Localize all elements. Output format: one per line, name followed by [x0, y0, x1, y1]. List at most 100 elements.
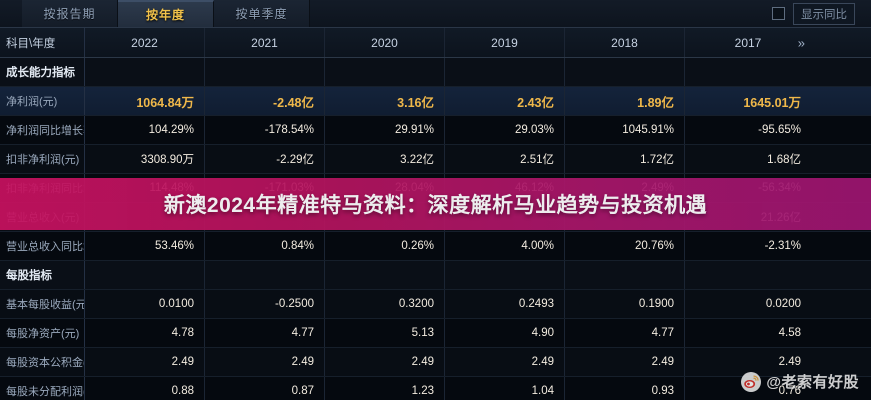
table-cell: 2.49 [85, 348, 205, 376]
table-cell: 3.22亿 [325, 145, 445, 173]
show-yoy-label[interactable]: 显示同比 [793, 2, 855, 25]
table-row[interactable]: 成长能力指标 [0, 58, 871, 87]
column-header-2019[interactable]: 2019 [445, 28, 565, 57]
table-row[interactable]: 每股指标 [0, 261, 871, 290]
table-cell: -2.31% [764, 240, 801, 252]
table-cell: 2.49 [205, 348, 325, 376]
row-label: 净利润同比增长率 [0, 116, 85, 144]
table-row[interactable]: 营业总收入同比增长率53.46%0.84%0.26%4.00%20.76% -2.… [0, 232, 871, 261]
table-cell: 29.03% [445, 116, 565, 144]
tab-by-quarter[interactable]: 按单季度 [214, 0, 310, 27]
table-cell: 0.76 [778, 385, 801, 397]
table-cell: 0.2493 [445, 290, 565, 318]
table-row[interactable]: 每股资本公积金(元)2.492.492.492.492.492.49 [0, 348, 871, 377]
table-cell: 20.76% [565, 232, 685, 260]
chevron-right-icon[interactable]: » [797, 35, 805, 50]
tab-by-report-period[interactable]: 按报告期 [22, 0, 118, 27]
column-header-2020[interactable]: 2020 [325, 28, 445, 57]
table-cell [445, 203, 565, 231]
table-cell [685, 58, 811, 86]
table-cell: 2.43亿 [445, 87, 565, 115]
table-header-row: 科目\年度 2022 2021 2020 2019 2018 2017 » [0, 28, 871, 58]
table-row[interactable]: 每股未分配利润(元)0.880.871.231.040.93 0.76 [0, 377, 871, 400]
table-row[interactable]: 基本每股收益(元) 0.0100 -0.2500 0.3200 0.2493 0.1900… [0, 290, 871, 319]
row-label: 每股净资产(元) [0, 319, 85, 347]
column-header-2021[interactable]: 2021 [205, 28, 325, 57]
table-cell: 0.3200 [325, 290, 445, 318]
tab-by-year-label: 按年度 [145, 8, 185, 22]
row-label: 每股指标 [0, 261, 85, 289]
table-cell [565, 203, 685, 231]
table-cell [85, 203, 205, 231]
table-cell: 2.49 [778, 356, 801, 368]
table-row[interactable]: 每股净资产(元) 4.78 4.77 5.13 4.90 4.77 4.58 [0, 319, 871, 348]
column-header-2017[interactable]: 2017 » [685, 28, 811, 57]
table-cell: 114.48% [85, 174, 205, 202]
table-cell [565, 58, 685, 86]
table-cell: 28.04% [325, 174, 445, 202]
table-cell: 1.23 [325, 377, 445, 400]
table-cell [445, 261, 565, 289]
table-cell: -2.29亿 [205, 145, 325, 173]
column-header-2018[interactable]: 2018 [565, 28, 685, 57]
table-cell: 1.89亿 [565, 87, 685, 115]
table-cell: -95.65% [758, 124, 801, 136]
table-corner-header: 科目\年度 [0, 28, 85, 57]
table-cell: 0.0200 [765, 298, 801, 310]
table-row[interactable]: 营业总收入(元) 21.26亿 [0, 203, 871, 232]
row-label: 每股未分配利润(元) [0, 377, 85, 400]
table-row[interactable]: 净利润(元) 1064.84万 -2.48亿 3.16亿 2.43亿 1.89亿 1645.… [0, 87, 871, 116]
table-cell: 46.12% [445, 174, 565, 202]
table-cell: 0.0100 [85, 290, 205, 318]
table-cell: 1.68亿 [767, 154, 801, 166]
table-cell: 4.90 [445, 319, 565, 347]
table-cell: 4.78 [85, 319, 205, 347]
table-cell [325, 58, 445, 86]
table-cell: -0.2500 [205, 290, 325, 318]
table-cell: 4.58 [778, 327, 801, 339]
row-label: 成长能力指标 [0, 58, 85, 86]
table-cell: 1.72亿 [565, 145, 685, 173]
tab-by-report-period-label: 按报告期 [43, 7, 96, 21]
table-cell: 4.77 [205, 319, 325, 347]
table-cell: 4.77 [565, 319, 685, 347]
table-cell: 2.51亿 [445, 145, 565, 173]
table-cell: 0.84% [205, 232, 325, 260]
table-cell: 3.16亿 [325, 87, 445, 115]
table-cell: 5.13 [325, 319, 445, 347]
table-row[interactable]: 扣非净利润(元) 3308.90万 -2.29亿 3.22亿 2.51亿 1.72亿 1.6… [0, 145, 871, 174]
period-tabbar: 按报告期 按年度 按单季度 显示同比 [0, 0, 871, 28]
table-cell [205, 58, 325, 86]
table-cell: 0.93 [565, 377, 685, 400]
table-row[interactable]: 净利润同比增长率104.29%-178.54%29.91%29.03%1045.… [0, 116, 871, 145]
tab-by-quarter-label: 按单季度 [235, 7, 288, 21]
table-cell: 1.04 [445, 377, 565, 400]
row-label: 扣非净利润(元) [0, 145, 85, 173]
table-cell: 0.87 [205, 377, 325, 400]
table-cell: 21.26亿 [760, 212, 801, 224]
row-label: 每股资本公积金(元) [0, 348, 85, 376]
table-cell [445, 58, 565, 86]
table-row[interactable]: 扣非净利润同比增长率114.48%-171.03%28.04%46.12%2.4… [0, 174, 871, 203]
table-cell [565, 261, 685, 289]
table-cell: 2.49% [565, 174, 685, 202]
table-cell: 29.91% [325, 116, 445, 144]
table-cell [85, 261, 205, 289]
table-cell: -178.54% [205, 116, 325, 144]
column-header-2017-label: 2017 [734, 35, 762, 50]
table-cell [325, 261, 445, 289]
table-cell: 1064.84万 [85, 87, 205, 115]
tab-by-year[interactable]: 按年度 [118, 0, 214, 27]
table-cell: 4.00% [445, 232, 565, 260]
table-cell: 3308.90万 [85, 145, 205, 173]
row-label: 营业总收入(元) [0, 203, 85, 231]
row-label: 营业总收入同比增长率 [0, 232, 85, 260]
show-yoy-checkbox[interactable] [772, 7, 785, 20]
row-label: 净利润(元) [0, 87, 85, 115]
table-cell: 2.49 [325, 348, 445, 376]
table-cell: 2.49 [565, 348, 685, 376]
column-header-2022[interactable]: 2022 [85, 28, 205, 57]
table-cell [685, 261, 811, 289]
table-cell: 1645.01万 [743, 95, 801, 110]
